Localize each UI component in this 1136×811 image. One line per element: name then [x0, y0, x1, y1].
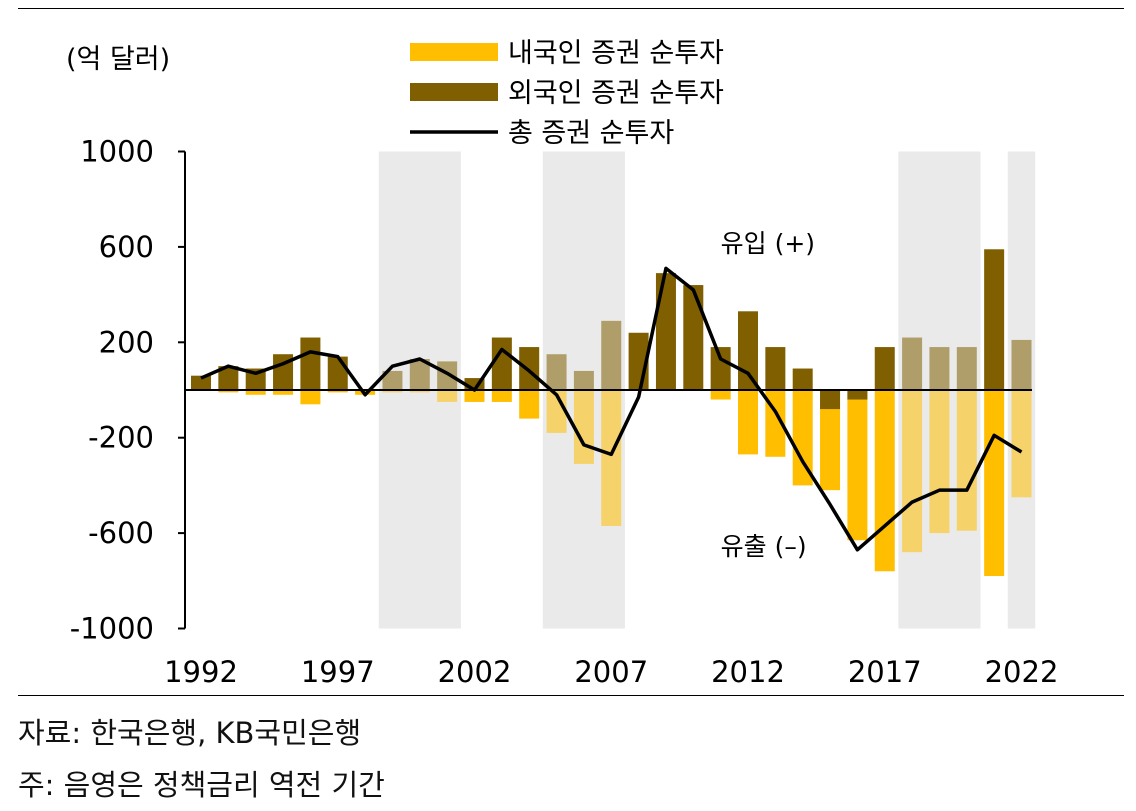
bar	[1011, 390, 1032, 498]
bars	[191, 249, 1032, 577]
bar	[546, 354, 567, 390]
bar	[847, 390, 868, 400]
bar	[273, 390, 294, 395]
bar	[710, 347, 731, 390]
chart-area: 1000 600 200 -200 -600 -1000 1992 1997 2002 2007…	[66, 38, 1058, 689]
bar	[437, 361, 458, 390]
bar	[929, 390, 950, 534]
bar	[984, 249, 1005, 390]
bar	[409, 390, 430, 393]
bottom-rule	[18, 695, 1124, 696]
y-tick-label: -1000	[70, 612, 154, 646]
annotations: 유입 (+) 유출 (–)	[721, 229, 815, 561]
bar	[1011, 339, 1032, 390]
bar	[464, 390, 485, 402]
unit-label: (억 달러)	[66, 44, 170, 75]
bar	[765, 347, 786, 390]
bar	[902, 337, 923, 390]
x-tick-label: 2012	[711, 655, 785, 689]
x-tick-label: 2022	[985, 655, 1059, 689]
bar	[874, 390, 895, 572]
bar	[792, 390, 813, 486]
bar	[218, 390, 239, 393]
bar	[601, 320, 622, 390]
bar	[956, 347, 977, 390]
bar	[491, 390, 512, 402]
bar	[847, 390, 868, 541]
bar	[655, 273, 676, 390]
bar	[956, 390, 977, 531]
bar	[902, 390, 923, 553]
y-tick-label: 600	[99, 230, 154, 264]
x-tick-label: 2002	[438, 655, 512, 689]
y-tick-label: 1000	[80, 135, 154, 169]
top-rule	[18, 8, 1124, 9]
x-tick-label: 2017	[848, 655, 922, 689]
bar	[601, 390, 622, 526]
x-axis-ticks: 1992 1997 2002 2007 2012 2017 2022	[164, 655, 1058, 689]
bar	[738, 311, 758, 390]
source-text: 자료: 한국은행, KB국민은행	[18, 716, 362, 750]
legend-label: 외국인 증권 순투자	[508, 78, 724, 109]
legend-swatch	[410, 43, 498, 61]
bar	[820, 390, 841, 410]
bar	[245, 368, 266, 390]
bar	[738, 390, 758, 455]
annotation-label: 유입 (+)	[721, 229, 815, 258]
bar	[300, 337, 321, 390]
bar	[710, 390, 731, 400]
bar	[191, 375, 211, 390]
bar	[382, 390, 403, 393]
bar	[464, 378, 485, 390]
bar	[327, 390, 348, 393]
bar	[519, 347, 540, 390]
bar	[245, 390, 266, 395]
bar	[792, 368, 813, 390]
bar	[874, 347, 895, 390]
bar	[820, 390, 841, 491]
bar	[327, 356, 348, 390]
bar	[409, 358, 430, 390]
bar	[437, 390, 458, 402]
x-tick-label: 1997	[301, 655, 375, 689]
note-text: 주: 음영은 정책금리 역전 기간	[18, 768, 385, 802]
annotation-label: 유출 (–)	[721, 532, 807, 561]
x-tick-label: 2007	[574, 655, 648, 689]
bar	[382, 370, 403, 390]
bar	[519, 390, 540, 419]
bar	[491, 337, 512, 390]
bar	[300, 390, 321, 405]
legend-label: 총 증권 순투자	[508, 118, 674, 149]
y-tick-label: -600	[88, 516, 154, 550]
legend-swatch	[410, 83, 498, 101]
y-axis-ticks: 1000 600 200 -200 -600 -1000	[70, 135, 185, 646]
bar	[218, 366, 239, 390]
legend-label: 내국인 증권 순투자	[508, 38, 724, 69]
bar	[683, 285, 704, 390]
y-tick-label: 200	[99, 325, 154, 359]
bar	[984, 390, 1005, 577]
series-line-total	[200, 266, 1023, 552]
x-tick-label: 1992	[164, 655, 238, 689]
bar	[573, 370, 594, 390]
y-tick-label: -200	[88, 421, 154, 455]
bar	[929, 347, 950, 390]
